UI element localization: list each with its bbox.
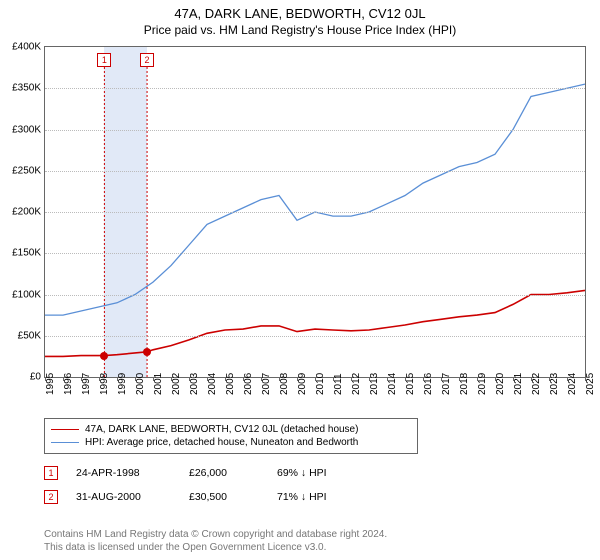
y-gridline [45, 88, 585, 89]
x-axis-label: 2022 [531, 373, 542, 395]
x-axis-label: 1998 [99, 373, 110, 395]
x-axis-label: 1995 [45, 373, 56, 395]
x-axis-label: 2023 [549, 373, 560, 395]
x-axis-label: 2002 [171, 373, 182, 395]
x-axis-label: 2020 [495, 373, 506, 395]
legend-swatch-2 [51, 442, 79, 443]
x-axis-label: 2024 [567, 373, 578, 395]
x-axis-label: 2007 [261, 373, 272, 395]
legend-label-1: 47A, DARK LANE, BEDWORTH, CV12 0JL (deta… [85, 424, 358, 435]
sale-marker-box: 1 [97, 53, 111, 67]
x-axis-label: 2006 [243, 373, 254, 395]
y-gridline [45, 171, 585, 172]
transaction-row-1: 1 24-APR-1998 £26,000 69% ↓ HPI [44, 466, 327, 480]
transaction-marker-1: 1 [44, 466, 58, 480]
legend-label-2: HPI: Average price, detached house, Nune… [85, 437, 358, 448]
y-axis-label: £0 [30, 372, 41, 383]
legend-item-2: HPI: Average price, detached house, Nune… [51, 436, 411, 449]
y-axis-label: £400K [12, 42, 41, 53]
legend-swatch-1 [51, 429, 79, 430]
x-axis-label: 2017 [441, 373, 452, 395]
y-axis-label: £50K [18, 330, 41, 341]
y-axis-label: £250K [12, 165, 41, 176]
x-axis-label: 2014 [387, 373, 398, 395]
sale-marker-box: 2 [140, 53, 154, 67]
transaction-price-2: £30,500 [189, 491, 259, 503]
chart-plot-area: £0£50K£100K£150K£200K£250K£300K£350K£400… [44, 46, 586, 378]
x-axis-label: 2013 [369, 373, 380, 395]
legend-item-1: 47A, DARK LANE, BEDWORTH, CV12 0JL (deta… [51, 423, 411, 436]
series-line [45, 290, 585, 356]
x-axis-label: 2005 [225, 373, 236, 395]
chart-subtitle: Price paid vs. HM Land Registry's House … [0, 21, 600, 37]
x-axis-label: 2019 [477, 373, 488, 395]
y-gridline [45, 253, 585, 254]
x-axis-label: 2000 [135, 373, 146, 395]
x-axis-label: 2003 [189, 373, 200, 395]
x-axis-label: 2011 [333, 373, 344, 395]
y-axis-label: £150K [12, 248, 41, 259]
transaction-date-2: 31-AUG-2000 [76, 491, 171, 503]
footer-attribution: Contains HM Land Registry data © Crown c… [44, 529, 387, 554]
x-axis-label: 1997 [81, 373, 92, 395]
series-line [45, 84, 585, 315]
y-gridline [45, 295, 585, 296]
x-axis-label: 2012 [351, 373, 362, 395]
x-axis-label: 2004 [207, 373, 218, 395]
y-gridline [45, 130, 585, 131]
x-axis-label: 1999 [117, 373, 128, 395]
y-axis-label: £100K [12, 289, 41, 300]
x-axis-label: 2009 [297, 373, 308, 395]
y-axis-label: £200K [12, 207, 41, 218]
footer-line-2: This data is licensed under the Open Gov… [44, 542, 387, 555]
transaction-hpi-2: 71% ↓ HPI [277, 491, 327, 503]
x-axis-label: 2015 [405, 373, 416, 395]
y-gridline [45, 336, 585, 337]
y-gridline [45, 212, 585, 213]
y-axis-label: £300K [12, 124, 41, 135]
transaction-date-1: 24-APR-1998 [76, 467, 171, 479]
transaction-row-2: 2 31-AUG-2000 £30,500 71% ↓ HPI [44, 490, 327, 504]
x-axis-label: 2016 [423, 373, 434, 395]
legend-box: 47A, DARK LANE, BEDWORTH, CV12 0JL (deta… [44, 418, 418, 454]
chart-title: 47A, DARK LANE, BEDWORTH, CV12 0JL [0, 0, 600, 21]
transaction-price-1: £26,000 [189, 467, 259, 479]
x-axis-label: 2001 [153, 373, 164, 395]
sale-marker-dot [143, 348, 151, 356]
x-axis-label: 2025 [585, 373, 596, 395]
transaction-hpi-1: 69% ↓ HPI [277, 467, 327, 479]
y-axis-label: £350K [12, 83, 41, 94]
x-axis-label: 2010 [315, 373, 326, 395]
footer-line-1: Contains HM Land Registry data © Crown c… [44, 529, 387, 542]
x-axis-label: 2021 [513, 373, 524, 395]
x-axis-label: 2018 [459, 373, 470, 395]
sale-marker-dot [100, 352, 108, 360]
transaction-marker-2: 2 [44, 490, 58, 504]
x-axis-label: 1996 [63, 373, 74, 395]
x-axis-label: 2008 [279, 373, 290, 395]
